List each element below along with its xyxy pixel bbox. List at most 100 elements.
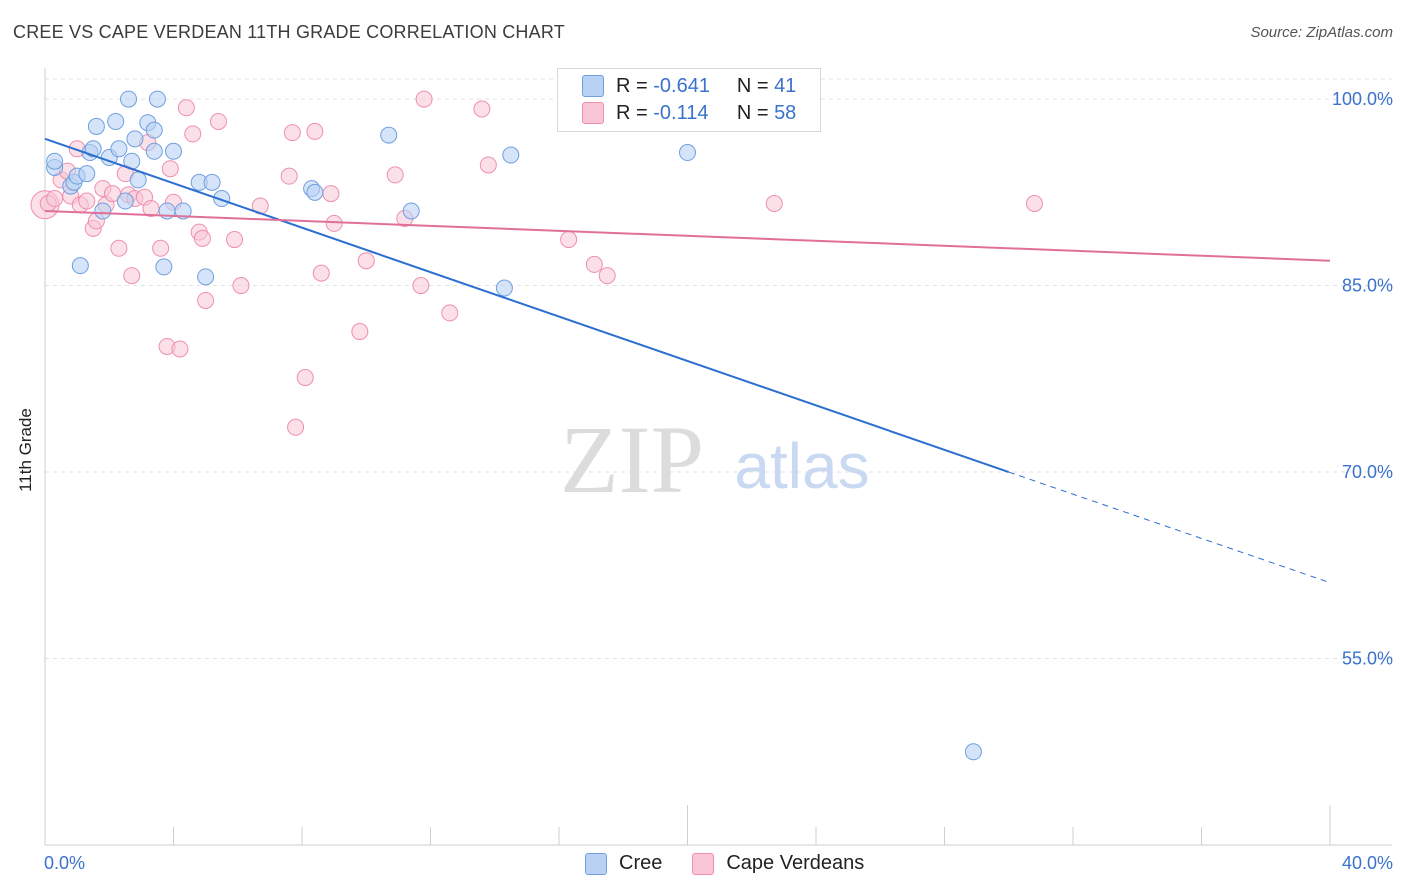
cree-point	[126, 130, 144, 148]
cree-point	[107, 112, 125, 130]
cree-point	[174, 202, 192, 220]
stats-legend: R = -0.641 N = 41 R = -0.114 N = 58	[557, 68, 821, 132]
cree-n-label: N =	[736, 74, 769, 97]
chart-title: CREE VS CAPE VERDEAN 11TH GRADE CORRELAT…	[13, 22, 565, 42]
cape-point	[306, 122, 324, 140]
cree-r-value: -0.641	[653, 74, 710, 97]
cape-point	[226, 231, 244, 249]
cape-point	[357, 252, 375, 270]
cree-point	[46, 152, 64, 170]
cape-point	[78, 192, 96, 210]
cape-point	[232, 277, 250, 295]
x-tick-label: 0.0%	[44, 853, 85, 873]
cree-point	[203, 173, 221, 191]
watermark: ZIP atlas	[560, 406, 870, 513]
y-tick-label: 100.0%	[1332, 89, 1393, 109]
cree-point	[129, 171, 147, 189]
cape-n-label: N =	[736, 101, 769, 124]
cree-point	[402, 202, 420, 220]
cree-point	[84, 140, 102, 158]
cree-point	[306, 183, 324, 201]
cree-point	[110, 140, 128, 158]
watermark-atlas: atlas	[734, 430, 869, 502]
cape-point	[765, 195, 783, 213]
gridlines	[45, 78, 1392, 660]
trend-lines	[44, 137, 1331, 584]
cree-point	[78, 165, 96, 183]
y-tick-label: 85.0%	[1342, 276, 1393, 296]
source-credit: Source: ZipAtlas.com	[1250, 24, 1393, 41]
cree-r-label: R =	[616, 74, 648, 97]
legend-item-cree[interactable]: Cree	[585, 852, 662, 875]
cape-point	[197, 291, 215, 309]
legend-item-cape[interactable]: Cape Verdeans	[692, 852, 864, 875]
cape-point	[161, 160, 179, 178]
cree-point	[495, 279, 513, 297]
cape-point	[177, 99, 195, 117]
cree-trend-line	[44, 137, 1010, 473]
cape-point	[287, 418, 305, 436]
cape-n-value: 58	[774, 101, 797, 124]
cape-swatch	[582, 102, 604, 124]
cape-point	[560, 231, 578, 249]
cree-trend-extension	[1008, 471, 1331, 584]
cree-points	[46, 90, 982, 761]
cape-point	[415, 90, 433, 108]
cree-point	[213, 190, 231, 208]
cree-point	[679, 144, 696, 162]
cree-point	[502, 146, 520, 164]
y-axis-label: 11th Grade	[16, 408, 35, 492]
cape-point	[296, 369, 314, 387]
x-tick-label: 40.0%	[1342, 853, 1393, 873]
cape-point	[412, 277, 430, 295]
y-axis-label-wrap: 11th Grade	[6, 380, 46, 520]
cape-point	[479, 156, 497, 174]
cape-point	[152, 239, 170, 257]
series-legend: Cree Cape Verdeans	[585, 852, 894, 875]
cape-point	[123, 267, 141, 285]
cree-point	[155, 258, 173, 276]
cape-r-label: R =	[616, 101, 648, 124]
cree-point	[116, 192, 134, 210]
cape-point	[46, 190, 64, 208]
legend-row-cree: R = -0.641 N = 41	[582, 74, 796, 98]
cape-point	[110, 239, 128, 257]
cree-point	[87, 117, 105, 135]
cape-point	[386, 166, 404, 184]
cree-point	[145, 121, 163, 139]
cape-point	[325, 214, 343, 232]
y-tick-label: 55.0%	[1342, 649, 1393, 669]
cape-legend-swatch	[692, 852, 715, 875]
cape-point	[351, 323, 369, 341]
cape-point	[193, 229, 211, 247]
tick-labels: 55.0% 70.0% 85.0% 100.0% 0.0% 40.0%	[44, 89, 1393, 873]
cape-point	[322, 185, 340, 203]
cape-point	[598, 267, 616, 285]
cape-point	[312, 264, 330, 282]
cree-n-value: 41	[774, 74, 797, 97]
cree-point	[197, 268, 215, 286]
cree-legend-swatch	[585, 852, 607, 875]
cree-point	[145, 142, 163, 160]
cape-legend-label: Cape Verdeans	[726, 852, 865, 874]
cree-point	[165, 142, 182, 160]
cree-point	[964, 743, 982, 761]
cree-point	[94, 202, 112, 220]
cape-r-value: -0.114	[653, 101, 709, 124]
legend-row-cape: R = -0.114 N = 58	[582, 101, 796, 125]
cape-point	[585, 255, 603, 273]
cree-legend-label: Cree	[619, 852, 663, 874]
cape-point	[184, 125, 202, 143]
cape-point	[1025, 195, 1043, 213]
cree-swatch	[582, 75, 604, 97]
y-tick-label: 70.0%	[1342, 462, 1393, 482]
cree-point	[148, 90, 166, 108]
cape-point	[441, 304, 459, 322]
cree-point	[380, 126, 398, 144]
cape-point	[280, 167, 298, 185]
cape-point	[171, 340, 189, 358]
axes	[44, 68, 1392, 846]
cape-verdean-points	[30, 90, 1043, 436]
watermark-zip: ZIP	[560, 406, 704, 513]
